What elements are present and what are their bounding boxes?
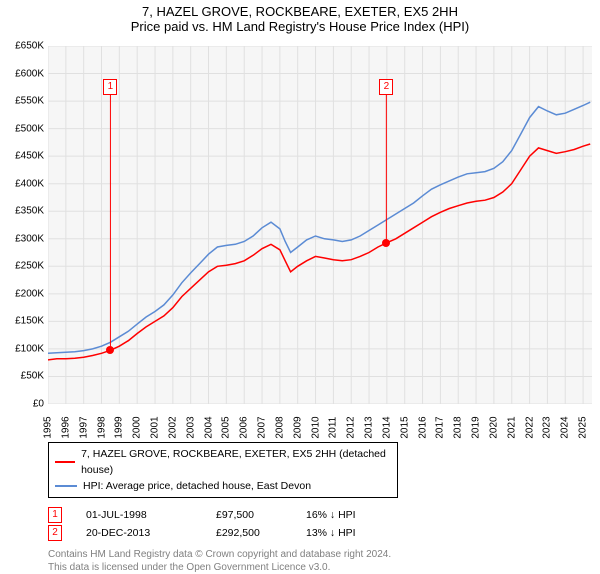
event-marker: 2 xyxy=(379,79,393,95)
x-axis-label: 1995 xyxy=(43,413,54,443)
legend-label-price-paid: 7, HAZEL GROVE, ROCKBEARE, EXETER, EX5 2… xyxy=(81,446,391,478)
y-axis-label: £650K xyxy=(0,41,44,52)
x-axis-label: 2024 xyxy=(560,413,571,443)
x-axis-label: 1997 xyxy=(78,413,89,443)
event-row: 2 20-DEC-2013£292,50013% ↓ HPI xyxy=(48,524,588,542)
event-row-date: 20-DEC-2013 xyxy=(86,524,216,542)
event-row-diff: 16% ↓ HPI xyxy=(306,506,396,524)
title-line-2: Price paid vs. HM Land Registry's House … xyxy=(0,19,600,34)
events-table: 1 01-JUL-1998£97,50016% ↓ HPI 2 20-DEC-2013… xyxy=(48,506,588,542)
event-row-price: £97,500 xyxy=(216,506,306,524)
event-dot xyxy=(382,239,390,247)
title-line-1: 7, HAZEL GROVE, ROCKBEARE, EXETER, EX5 2… xyxy=(0,4,600,19)
event-row-price: £292,500 xyxy=(216,524,306,542)
x-axis-label: 2003 xyxy=(185,413,196,443)
x-axis-label: 2025 xyxy=(578,413,589,443)
x-axis-label: 1999 xyxy=(114,413,125,443)
x-axis-label: 2004 xyxy=(203,413,214,443)
x-axis-label: 2018 xyxy=(453,413,464,443)
y-axis-label: £400K xyxy=(0,178,44,189)
event-dot xyxy=(106,346,114,354)
x-axis-label: 2009 xyxy=(292,413,303,443)
x-axis-label: 2010 xyxy=(310,413,321,443)
event-row-num: 1 xyxy=(48,507,62,523)
chart-title-block: 7, HAZEL GROVE, ROCKBEARE, EXETER, EX5 2… xyxy=(0,0,600,34)
event-marker: 1 xyxy=(103,79,117,95)
legend-and-footer: 7, HAZEL GROVE, ROCKBEARE, EXETER, EX5 2… xyxy=(48,442,588,574)
y-axis-label: £100K xyxy=(0,343,44,354)
y-axis-label: £550K xyxy=(0,96,44,107)
x-axis-label: 2019 xyxy=(471,413,482,443)
chart-svg xyxy=(48,46,592,404)
x-axis-label: 2006 xyxy=(239,413,250,443)
legend-swatch-price-paid xyxy=(55,461,75,463)
x-axis-label: 2005 xyxy=(221,413,232,443)
y-axis-label: £0 xyxy=(0,399,44,410)
x-axis-label: 1998 xyxy=(96,413,107,443)
x-axis-label: 2023 xyxy=(542,413,553,443)
x-axis-label: 1996 xyxy=(60,413,71,443)
y-axis-label: £600K xyxy=(0,68,44,79)
chart-plot-area: £0£50K£100K£150K£200K£250K£300K£350K£400… xyxy=(48,46,592,404)
x-axis-label: 2017 xyxy=(435,413,446,443)
x-axis-label: 2016 xyxy=(417,413,428,443)
legend-row-hpi: HPI: Average price, detached house, East… xyxy=(55,478,391,494)
y-axis-label: £250K xyxy=(0,261,44,272)
event-row-date: 01-JUL-1998 xyxy=(86,506,216,524)
y-axis-label: £350K xyxy=(0,206,44,217)
credits-line-1: Contains HM Land Registry data © Crown c… xyxy=(48,548,588,561)
legend-box: 7, HAZEL GROVE, ROCKBEARE, EXETER, EX5 2… xyxy=(48,442,398,498)
x-axis-label: 2021 xyxy=(506,413,517,443)
y-axis-label: £50K xyxy=(0,371,44,382)
x-axis-label: 2022 xyxy=(524,413,535,443)
x-axis-label: 2001 xyxy=(150,413,161,443)
x-axis-label: 2002 xyxy=(167,413,178,443)
x-axis-label: 2015 xyxy=(399,413,410,443)
x-axis-label: 2013 xyxy=(364,413,375,443)
y-axis-label: £300K xyxy=(0,233,44,244)
x-axis-label: 2012 xyxy=(346,413,357,443)
event-row-diff: 13% ↓ HPI xyxy=(306,524,396,542)
y-axis-label: £450K xyxy=(0,151,44,162)
x-axis-label: 2020 xyxy=(488,413,499,443)
event-row-num: 2 xyxy=(48,525,62,541)
y-axis-label: £200K xyxy=(0,288,44,299)
x-axis-label: 2008 xyxy=(274,413,285,443)
x-axis-label: 2014 xyxy=(381,413,392,443)
x-axis-label: 2000 xyxy=(132,413,143,443)
x-axis-label: 2011 xyxy=(328,413,339,443)
y-axis-label: £150K xyxy=(0,316,44,327)
credits-block: Contains HM Land Registry data © Crown c… xyxy=(48,548,588,574)
credits-line-2: This data is licensed under the Open Gov… xyxy=(48,561,588,574)
x-axis-label: 2007 xyxy=(257,413,268,443)
legend-row-price-paid: 7, HAZEL GROVE, ROCKBEARE, EXETER, EX5 2… xyxy=(55,446,391,478)
legend-label-hpi: HPI: Average price, detached house, East… xyxy=(83,478,311,494)
event-row: 1 01-JUL-1998£97,50016% ↓ HPI xyxy=(48,506,588,524)
y-axis-label: £500K xyxy=(0,123,44,134)
legend-swatch-hpi xyxy=(55,485,77,487)
